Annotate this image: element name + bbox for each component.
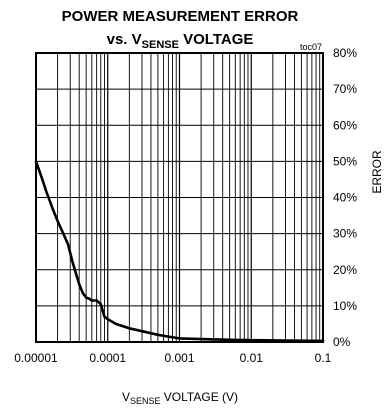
chart-subtitle: vs. VSENSE VOLTAGE <box>107 31 254 51</box>
y-tick-label: 50% <box>333 154 357 168</box>
y-tick-label: 70% <box>333 82 357 96</box>
x-axis-label-main: V <box>122 390 130 404</box>
y-axis-label: ERROR <box>370 150 384 194</box>
series-group <box>34 160 325 343</box>
chart-title: POWER MEASUREMENT ERROR <box>62 8 299 25</box>
chart-subtitle-prefix: vs. V <box>107 31 142 48</box>
x-axis-label-suffix: VOLTAGE (V) <box>160 390 238 404</box>
x-axis-label: VSENSE VOLTAGE (V) <box>122 390 238 406</box>
x-tick-label: 0.0001 <box>89 351 126 365</box>
y-tick-label: 10% <box>333 299 357 313</box>
y-tick-label: 60% <box>333 118 357 132</box>
y-tick-label: 40% <box>333 191 357 205</box>
x-tick-labels: 0.00001 0.0001 0.001 0.01 0.1 <box>14 351 331 365</box>
y-tick-label: 0% <box>333 335 351 349</box>
y-tick-labels: 0% 10% 20% 30% 40% 50% 60% 70% 80% <box>333 46 357 349</box>
y-tick-label: 20% <box>333 263 357 277</box>
x-tick-label: 0.001 <box>164 351 194 365</box>
chart-subtitle-suffix: VOLTAGE <box>179 31 253 48</box>
x-tick-label: 0.00001 <box>14 351 58 365</box>
chart-note: toc07 <box>300 42 322 52</box>
plot-frame <box>35 52 324 343</box>
y-tick-label: 80% <box>333 46 357 60</box>
x-tick-label: 0.1 <box>315 351 332 365</box>
x-axis-label-subscript: SENSE <box>130 396 161 406</box>
y-tick-label: 30% <box>333 227 357 241</box>
chart-subtitle-subscript: SENSE <box>142 39 179 51</box>
x-tick-label: 0.01 <box>240 351 264 365</box>
series-line <box>34 160 325 343</box>
grid <box>35 52 323 343</box>
